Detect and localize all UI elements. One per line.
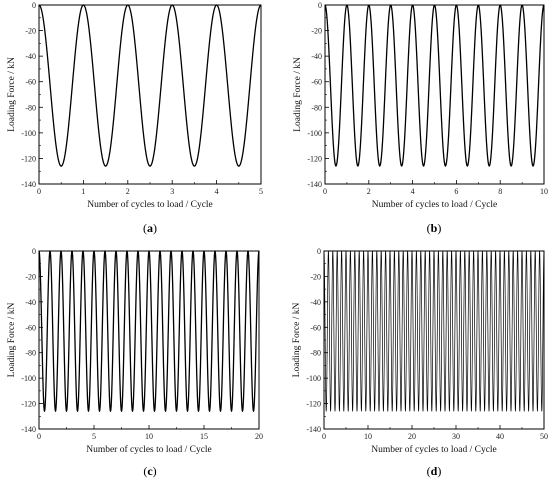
y-tick-label: -100 <box>306 374 321 383</box>
series-line-0 <box>324 4 545 167</box>
y-tick-label: -80 <box>25 349 36 358</box>
y-tick-label: 0 <box>318 1 322 10</box>
panel-caption: (d) <box>427 464 442 478</box>
panel-caption: (c) <box>143 464 156 478</box>
chart-panel-b: 0 2 4 6 8 10 0 -20 -40 -60 -80 -100 -120 -140 Number o… <box>293 1 548 235</box>
y-tick-label: -40 <box>25 298 36 307</box>
x-tick-label: 20 <box>255 432 263 441</box>
x-tick-label: 8 <box>498 187 502 196</box>
x-tick-label: 40 <box>496 432 504 441</box>
x-axis-label: Number of cycles to load / Cycle <box>371 444 497 455</box>
panel-caption: (a) <box>143 221 157 235</box>
x-tick-label: 0 <box>322 432 326 441</box>
x-tick-label: 10 <box>364 432 372 441</box>
x-tick-label: 0 <box>37 187 41 196</box>
y-tick-label: -80 <box>311 103 322 112</box>
y-tick-label: -40 <box>310 298 321 307</box>
y-tick-label: -140 <box>21 425 36 434</box>
y-tick-label: -120 <box>21 154 36 163</box>
x-tick-label: 10 <box>145 432 153 441</box>
x-tick-label: 2 <box>367 187 371 196</box>
x-tick-label: 30 <box>452 432 460 441</box>
y-axis-label: Loading Force / kN <box>7 303 17 378</box>
x-tick-label: 5 <box>259 187 263 196</box>
y-tick-label: -20 <box>25 272 36 281</box>
x-tick-label: 20 <box>408 432 416 441</box>
y-tick-label: 0 <box>317 247 321 256</box>
y-tick-label: -120 <box>307 154 322 163</box>
x-tick-label: 1 <box>81 187 85 196</box>
x-tick-label: 4 <box>411 187 415 196</box>
x-tick-label: 50 <box>540 432 548 441</box>
x-tick-label: 0 <box>323 187 327 196</box>
y-tick-label: 0 <box>32 1 36 10</box>
y-tick-label: -40 <box>311 52 322 61</box>
plot-frame <box>38 4 262 185</box>
chart-panel-a: 0 1 2 3 4 5 0 -20 -40 -60 -80 -100 -120 -140 Number of… <box>7 1 263 235</box>
y-tick-label: -40 <box>25 52 36 61</box>
y-tick-label: -20 <box>311 27 322 36</box>
y-axis-label: Loading Force / kN <box>7 57 17 132</box>
y-tick-label: 0 <box>32 247 36 256</box>
y-tick-label: -100 <box>307 129 322 138</box>
x-axis-label: Number of cycles to load / Cycle <box>87 199 213 210</box>
chart-panel-d: 0 10 20 30 40 50 0 -20 -40 -60 -80 -100 -120 -140 Numb… <box>292 247 548 478</box>
x-tick-label: 0 <box>37 432 41 441</box>
y-tick-label: -120 <box>21 400 36 409</box>
y-tick-label: -140 <box>21 180 36 189</box>
x-axis-label: Number of cycles to load / Cycle <box>86 444 212 455</box>
y-tick-label: -60 <box>311 78 322 87</box>
plot-frame <box>324 4 545 185</box>
y-tick-label: -20 <box>25 27 36 36</box>
y-axis-label: Loading Force / kN <box>292 303 302 378</box>
y-tick-label: -140 <box>307 180 322 189</box>
y-tick-label: -100 <box>21 374 36 383</box>
y-tick-label: -80 <box>310 349 321 358</box>
y-tick-label: -60 <box>25 323 36 332</box>
x-axis-label: Number of cycles to load / Cycle <box>372 199 498 210</box>
y-tick-label: -60 <box>310 323 321 332</box>
y-tick-label: -120 <box>306 400 321 409</box>
x-tick-label: 15 <box>200 432 208 441</box>
y-tick-label: -20 <box>310 272 321 281</box>
x-tick-label: 10 <box>540 187 548 196</box>
y-tick-label: -80 <box>25 103 36 112</box>
y-tick-label: -60 <box>25 78 36 87</box>
chart-panel-c: 0 5 10 15 20 0 -20 -40 -60 -80 -100 -120 -140 Number … <box>7 247 263 478</box>
x-tick-label: 6 <box>454 187 458 196</box>
x-tick-label: 2 <box>126 187 130 196</box>
series-line-0 <box>38 4 262 167</box>
x-tick-label: 4 <box>215 187 219 196</box>
series-line-0 <box>38 250 260 412</box>
series-line-0 <box>323 250 545 412</box>
y-tick-label: -100 <box>21 129 36 138</box>
panel-caption: (b) <box>427 221 442 235</box>
y-tick-label: -140 <box>306 425 321 434</box>
y-axis-label: Loading Force / kN <box>293 57 303 132</box>
x-tick-label: 3 <box>170 187 174 196</box>
plot-frame <box>38 250 260 430</box>
x-tick-label: 5 <box>92 432 96 441</box>
